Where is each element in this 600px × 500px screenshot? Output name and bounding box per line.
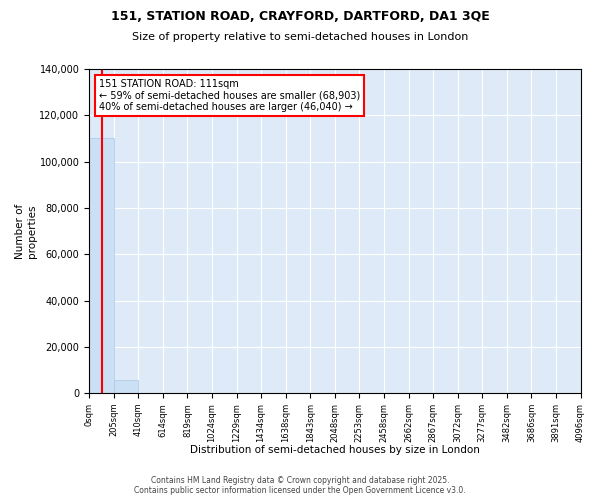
Bar (113, 380, 138, 393)
Y-axis label: Number of
properties: Number of properties (15, 204, 37, 258)
X-axis label: Distribution of semi-detached houses by size in London: Distribution of semi-detached houses by … (190, 445, 480, 455)
Text: 151, STATION ROAD, CRAYFORD, DARTFORD, DA1 3QE: 151, STATION ROAD, CRAYFORD, DARTFORD, D… (110, 10, 490, 23)
Text: Size of property relative to semi-detached houses in London: Size of property relative to semi-detach… (132, 32, 468, 42)
Text: Contains HM Land Registry data © Crown copyright and database right 2025.
Contai: Contains HM Land Registry data © Crown c… (134, 476, 466, 495)
Bar (89, 138, 113, 393)
Text: 151 STATION ROAD: 111sqm
← 59% of semi-detached houses are smaller (68,903)
40% : 151 STATION ROAD: 111sqm ← 59% of semi-d… (99, 78, 360, 112)
